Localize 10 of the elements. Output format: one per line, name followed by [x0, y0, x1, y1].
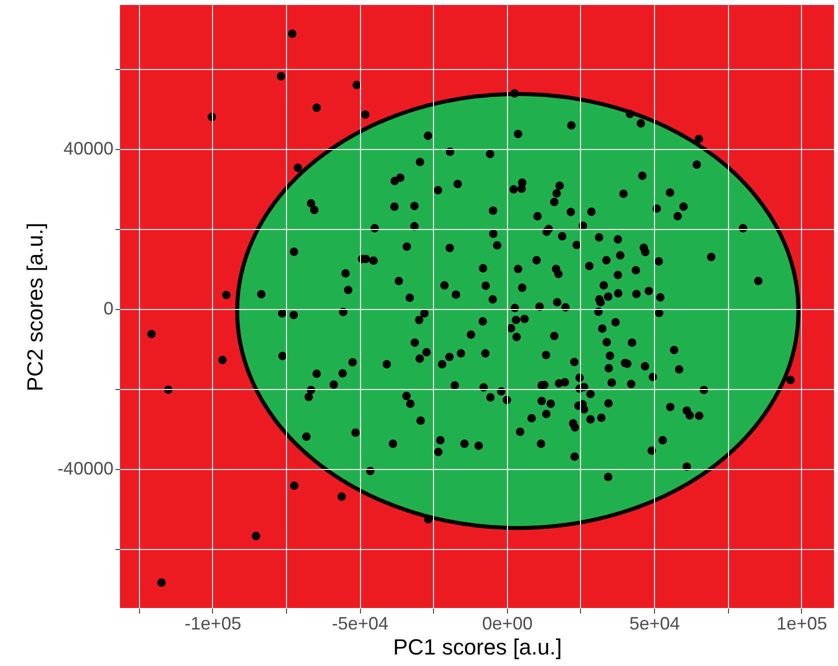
x-tick-label: -5e+04	[332, 614, 388, 634]
y-tick-label: -40000	[57, 458, 114, 478]
x-axis-title: PC1 scores [a.u.]	[393, 634, 562, 660]
x-tick-label: 5e+04	[629, 614, 680, 634]
x-tick-label: -1e+05	[184, 614, 242, 634]
x-tick-label: 0e+00	[482, 614, 533, 634]
x-tick-label: 1e+05	[776, 614, 828, 634]
y-tick-label: 40000	[63, 138, 114, 158]
y-axis-title: PC2 scores [a.u.]	[22, 222, 48, 392]
y-tick-label: 0	[103, 298, 114, 318]
